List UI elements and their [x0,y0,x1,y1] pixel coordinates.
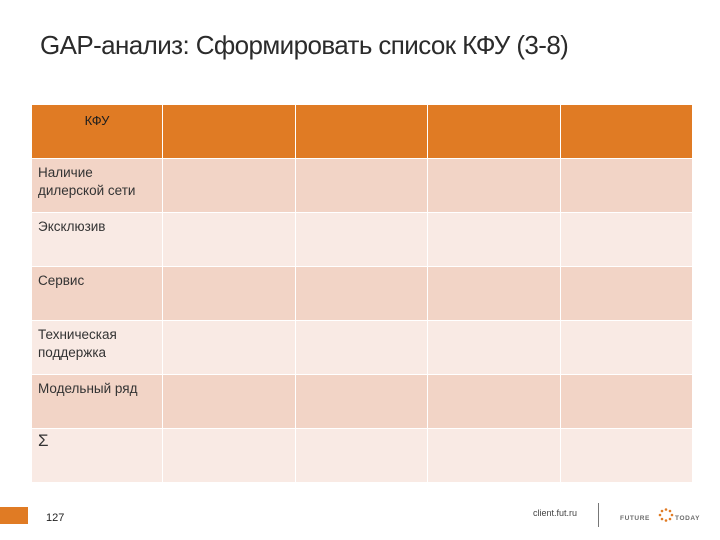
footer-divider [598,503,599,527]
svg-text:TODAY: TODAY [675,515,700,522]
row-label: Техническая поддержка [38,327,117,360]
logo-sunburst-icon [658,508,674,522]
table-cell [427,428,561,483]
table-cell [427,374,561,429]
table-cell [559,428,693,483]
header-cell [559,104,693,159]
table-cell [294,428,428,483]
row-label: Наличие дилерской сети [38,165,136,198]
table-cell [559,212,693,267]
row-label-cell: Модельный ряд [31,374,163,429]
slide-title: GAP-анализ: Сформировать список КФУ (3-8… [40,30,569,60]
table-cell [427,266,561,321]
table-cell [294,266,428,321]
gap-analysis-table: КФУ Наличие дилерской сети Эксклюзив Сер… [31,104,693,483]
table-cell [427,158,561,213]
table-row: Техническая поддержка [31,320,693,375]
table-cell [427,212,561,267]
row-label: Модельный ряд [38,381,138,396]
table-row: Наличие дилерской сети [31,158,693,213]
header-cell [162,104,296,159]
row-label: Эксклюзив [38,219,106,234]
sigma-label: Σ [38,431,49,450]
table-header-row: КФУ [31,104,693,159]
table-row: Сервис [31,266,693,321]
table-cell [559,374,693,429]
row-label-cell: Техническая поддержка [31,320,163,375]
table-cell [559,266,693,321]
table-cell [294,212,428,267]
header-cell-kfu: КФУ [31,104,163,159]
future-today-logo: FUTURE TODAY [620,508,700,522]
table-cell [294,374,428,429]
footer-site-link: client.fut.ru [533,508,578,518]
table-cell [162,266,296,321]
header-cell [427,104,561,159]
table-cell [294,320,428,375]
page-number: 127 [46,512,65,524]
table-cell [559,320,693,375]
table-row: Эксклюзив [31,212,693,267]
table-cell [162,374,296,429]
header-cell [294,104,428,159]
footer-accent-bar [0,507,28,524]
row-label-cell: Эксклюзив [31,212,163,267]
table-cell [559,158,693,213]
row-label-cell: Σ [31,428,163,483]
row-label-cell: Наличие дилерской сети [31,158,163,213]
row-label: Сервис [38,273,85,288]
table-cell [162,212,296,267]
table-row: Σ [31,428,693,483]
header-label: КФУ [84,113,110,128]
row-label-cell: Сервис [31,266,163,321]
svg-text:FUTURE: FUTURE [620,515,650,522]
table-cell [162,320,296,375]
table-cell [294,158,428,213]
table-cell [427,320,561,375]
table-cell [162,158,296,213]
table-cell [162,428,296,483]
table-row: Модельный ряд [31,374,693,429]
